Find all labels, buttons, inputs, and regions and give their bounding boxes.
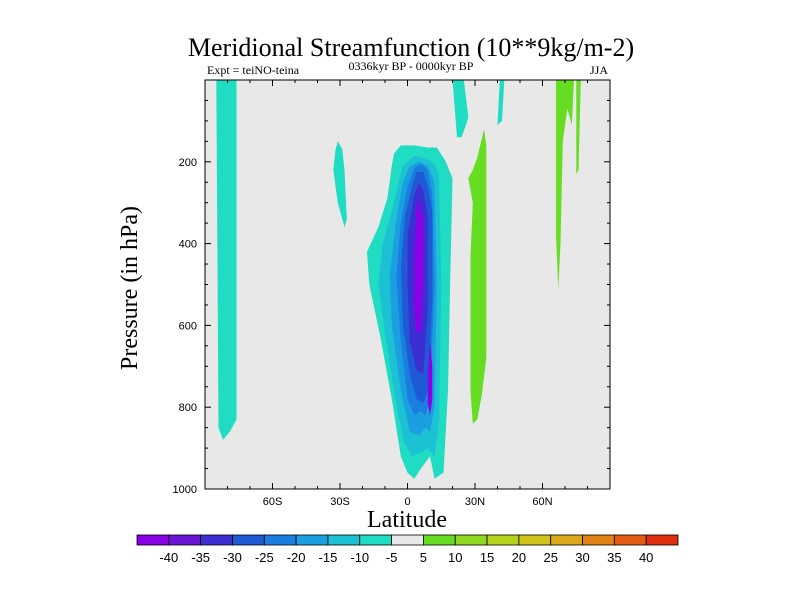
colorbar-label: 20 (512, 550, 526, 565)
colorbar-swatch (168, 534, 202, 546)
colorbar-swatch (645, 534, 679, 546)
colorbar-label: -40 (159, 550, 178, 565)
colorbar-label: -35 (191, 550, 210, 565)
season-label: JJA (590, 63, 608, 77)
colorbar-swatch (550, 534, 583, 546)
colorbar-label: 35 (607, 550, 621, 565)
colorbar-swatch (613, 534, 647, 546)
colorbar-label: 40 (639, 550, 653, 565)
colorbar-swatch (359, 534, 392, 546)
colorbar-label: -25 (255, 550, 274, 565)
colorbar-label: 5 (420, 550, 427, 565)
chart-title: Meridional Streamfunction (10**9kg/m-2) (188, 33, 634, 62)
y-tick-label: 400 (179, 239, 197, 251)
colorbar-label: -10 (350, 550, 369, 565)
period-label: 0336kyr BP - 0000kyr BP (349, 59, 474, 73)
contour-region-nh-thin-stripe (497, 80, 505, 125)
y-tick-label: 200 (179, 157, 197, 169)
x-tick-label: 60N (532, 496, 552, 508)
contour-region-nh-positive-band (468, 129, 487, 424)
colorbar-swatch (200, 534, 233, 546)
colorbar-swatch (263, 534, 297, 546)
colorbar-label: 15 (480, 550, 494, 565)
colorbar-swatch (295, 534, 329, 546)
contour-region-nh-trop-stripe (452, 80, 469, 138)
colorbar-swatch (582, 534, 615, 546)
x-tick-label: 30S (330, 496, 350, 508)
colorbar-swatch (136, 534, 170, 546)
colorbar-label: -5 (386, 550, 398, 565)
colorbar-label: 10 (448, 550, 462, 565)
x-tick-label: 0 (404, 496, 410, 508)
contour-region-sh-blob (333, 141, 347, 228)
x-tick-label: 60S (263, 496, 283, 508)
colorbar: -40 -35 -30 -25 -20 -15 -10 -5 5 10 15 20 25 30 35 40 (136, 534, 679, 565)
axis-ticks: 200 400 600 800 1000 60S 30S 0 30N 60N (173, 80, 610, 508)
y-tick-label: 1000 (173, 484, 197, 496)
colorbar-label: -20 (287, 550, 306, 565)
colorbar-swatch (327, 534, 361, 546)
x-tick-label: 30N (465, 496, 485, 508)
colorbar-swatch (232, 534, 265, 546)
colorbar-label: -30 (223, 550, 242, 565)
y-tick-label: 600 (179, 320, 197, 332)
contour-regions (216, 80, 581, 479)
y-axis-label: Pressure (in hPa) (117, 206, 143, 370)
experiment-label: Expt = teiNO-teina (207, 63, 300, 77)
contour-region-nh-upper-positive-right (576, 80, 581, 175)
colorbar-swatch (391, 534, 424, 546)
colorbar-swatch (486, 534, 520, 546)
colorbar-swatch (423, 534, 456, 546)
contour-region-sh-polar-band (216, 80, 237, 440)
contour-region-hadley-core (414, 198, 424, 334)
contour-region-hadley-core-lower (427, 341, 433, 416)
colorbar-swatch (454, 534, 488, 546)
contour-region-nh-upper-positive (556, 80, 574, 289)
y-tick-label: 800 (179, 402, 197, 414)
colorbar-label: 30 (575, 550, 589, 565)
colorbar-label: 25 (543, 550, 557, 565)
colorbar-label: -15 (319, 550, 338, 565)
colorbar-swatch (518, 534, 552, 546)
x-axis-label: Latitude (367, 507, 447, 533)
